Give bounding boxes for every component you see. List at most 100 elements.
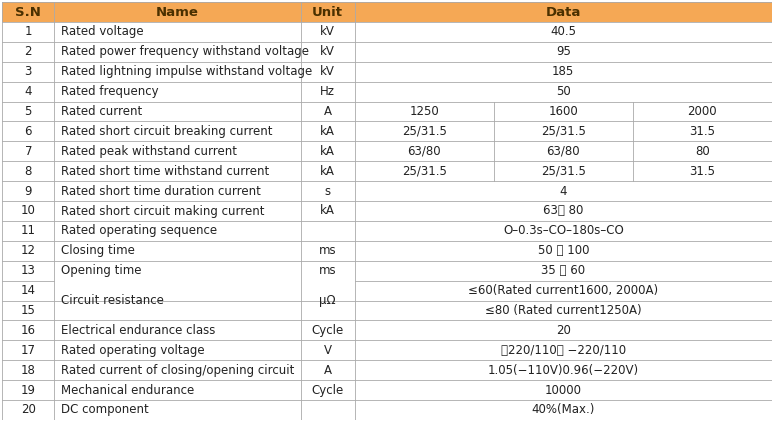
- Text: 95: 95: [556, 45, 570, 58]
- Text: O–0.3s–CO–180s–CO: O–0.3s–CO–180s–CO: [503, 225, 624, 238]
- Text: Rated short time withstand current: Rated short time withstand current: [60, 165, 269, 178]
- Text: 63/80: 63/80: [407, 145, 441, 158]
- Text: 19: 19: [21, 384, 36, 397]
- Text: Mechanical endurance: Mechanical endurance: [60, 384, 194, 397]
- Text: ～220/110； −220/110: ～220/110； −220/110: [501, 344, 626, 357]
- Text: ms: ms: [319, 264, 337, 277]
- Text: Rated short circuit breaking current: Rated short circuit breaking current: [60, 125, 272, 138]
- Text: Unit: Unit: [312, 5, 343, 19]
- Text: V: V: [324, 344, 332, 357]
- Text: 31.5: 31.5: [690, 125, 715, 138]
- Text: 31.5: 31.5: [690, 165, 715, 178]
- Text: 12: 12: [21, 244, 36, 257]
- Text: 25/31.5: 25/31.5: [541, 125, 586, 138]
- Text: 11: 11: [21, 225, 36, 238]
- Text: Rated short time duration current: Rated short time duration current: [60, 184, 261, 197]
- Bar: [2, 400, 772, 420]
- Bar: [2, 380, 772, 400]
- Text: 25/31.5: 25/31.5: [541, 165, 586, 178]
- Text: Rated current of closing/opening circuit: Rated current of closing/opening circuit: [60, 364, 294, 377]
- Bar: [2, 281, 772, 300]
- Bar: [2, 102, 772, 122]
- Text: 25/31.5: 25/31.5: [402, 125, 447, 138]
- Text: Rated lightning impulse withstand voltage: Rated lightning impulse withstand voltag…: [60, 65, 312, 78]
- Text: Closing time: Closing time: [60, 244, 135, 257]
- Text: 1: 1: [25, 25, 32, 38]
- Text: 6: 6: [25, 125, 32, 138]
- Bar: [2, 42, 772, 62]
- Text: Rated peak withstand current: Rated peak withstand current: [60, 145, 237, 158]
- Bar: [2, 261, 772, 281]
- Text: Cycle: Cycle: [312, 324, 344, 337]
- Text: A: A: [324, 105, 332, 118]
- Text: kA: kA: [320, 205, 335, 217]
- Bar: [2, 300, 772, 320]
- Text: Hz: Hz: [320, 85, 335, 98]
- Bar: [2, 181, 772, 201]
- Text: Cycle: Cycle: [312, 384, 344, 397]
- Text: 50 ～ 100: 50 ～ 100: [537, 244, 589, 257]
- Text: kV: kV: [320, 45, 335, 58]
- Bar: [2, 22, 772, 42]
- Text: Rated voltage: Rated voltage: [60, 25, 143, 38]
- Bar: [2, 2, 772, 22]
- Text: Circuit resistance: Circuit resistance: [60, 294, 163, 307]
- Text: 1.05(−110V)0.96(−220V): 1.05(−110V)0.96(−220V): [488, 364, 639, 377]
- Text: 10000: 10000: [545, 384, 582, 397]
- Text: 1250: 1250: [409, 105, 439, 118]
- Text: Opening time: Opening time: [60, 264, 141, 277]
- Text: 40.5: 40.5: [550, 25, 577, 38]
- Text: 63； 80: 63； 80: [543, 205, 584, 217]
- Text: 35 ～ 60: 35 ～ 60: [541, 264, 585, 277]
- Text: Rated operating sequence: Rated operating sequence: [60, 225, 217, 238]
- Text: Rated frequency: Rated frequency: [60, 85, 158, 98]
- Bar: [2, 82, 772, 102]
- Text: μΩ: μΩ: [320, 294, 336, 307]
- Text: 15: 15: [21, 304, 36, 317]
- Text: 17: 17: [21, 344, 36, 357]
- Text: Rated operating voltage: Rated operating voltage: [60, 344, 204, 357]
- Bar: [2, 122, 772, 141]
- Text: ≤80 (Rated current1250A): ≤80 (Rated current1250A): [485, 304, 642, 317]
- Text: s: s: [324, 184, 330, 197]
- Bar: [2, 161, 772, 181]
- Text: 50: 50: [556, 85, 570, 98]
- Bar: [2, 360, 772, 380]
- Text: 2: 2: [25, 45, 32, 58]
- Text: 20: 20: [21, 403, 36, 417]
- Text: kV: kV: [320, 65, 335, 78]
- Text: Rated current: Rated current: [60, 105, 142, 118]
- Text: 9: 9: [25, 184, 32, 197]
- Text: 40%(Max.): 40%(Max.): [532, 403, 595, 417]
- Bar: [2, 241, 772, 261]
- Bar: [2, 141, 772, 161]
- Text: 16: 16: [21, 324, 36, 337]
- Text: 63/80: 63/80: [546, 145, 580, 158]
- Text: kV: kV: [320, 25, 335, 38]
- Text: 7: 7: [25, 145, 32, 158]
- Text: 1600: 1600: [549, 105, 578, 118]
- Text: Rated short circuit making current: Rated short circuit making current: [60, 205, 264, 217]
- Text: 185: 185: [552, 65, 574, 78]
- Text: Electrical endurance class: Electrical endurance class: [60, 324, 215, 337]
- Text: A: A: [324, 364, 332, 377]
- Bar: [2, 62, 772, 82]
- Text: 80: 80: [695, 145, 710, 158]
- Text: ≤60(Rated current1600, 2000A): ≤60(Rated current1600, 2000A): [468, 284, 659, 297]
- Text: Name: Name: [156, 5, 199, 19]
- Text: 10: 10: [21, 205, 36, 217]
- Bar: [2, 201, 772, 221]
- Text: 14: 14: [21, 284, 36, 297]
- Text: kA: kA: [320, 125, 335, 138]
- Text: ms: ms: [319, 244, 337, 257]
- Text: 13: 13: [21, 264, 36, 277]
- Text: 4: 4: [560, 184, 567, 197]
- Text: DC component: DC component: [60, 403, 149, 417]
- Text: S.N: S.N: [15, 5, 41, 19]
- Bar: [2, 340, 772, 360]
- Text: Rated power frequency withstand voltage: Rated power frequency withstand voltage: [60, 45, 309, 58]
- Text: 8: 8: [25, 165, 32, 178]
- Bar: [2, 320, 772, 340]
- Text: 20: 20: [556, 324, 570, 337]
- Text: 4: 4: [25, 85, 32, 98]
